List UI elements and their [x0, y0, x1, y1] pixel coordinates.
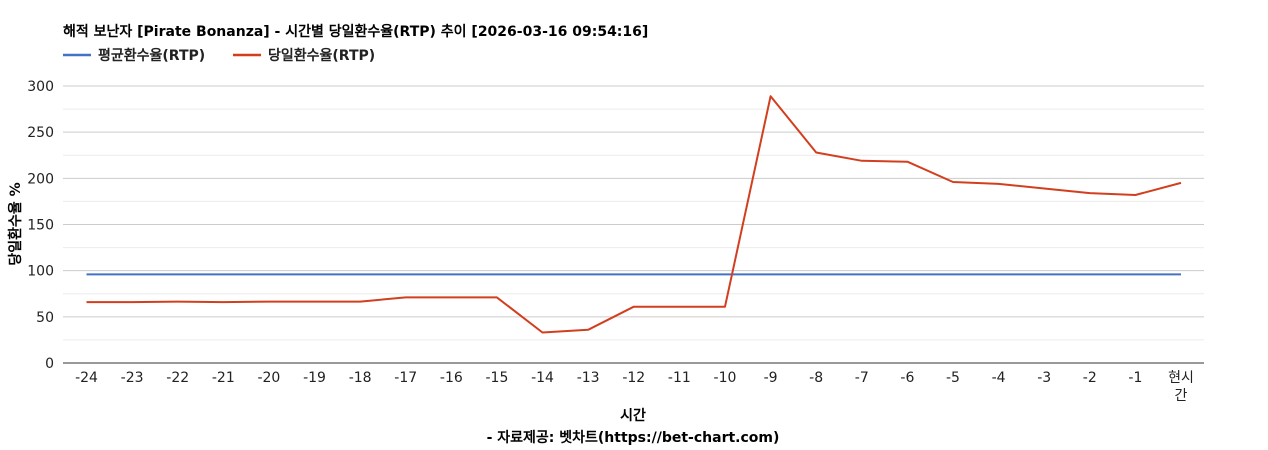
data-point[interactable] — [540, 330, 546, 336]
x-tick-label: -16 — [440, 370, 463, 386]
legend: 평균환수율(RTP) 당일환수율(RTP) — [63, 47, 375, 64]
data-point[interactable] — [129, 271, 135, 277]
x-tick-label: -6 — [900, 370, 914, 386]
series-average — [84, 271, 1184, 277]
x-tick-label: 현시 간 — [1168, 370, 1194, 404]
data-point[interactable] — [1087, 271, 1093, 277]
data-point[interactable] — [585, 327, 591, 333]
data-point[interactable] — [494, 271, 500, 277]
x-tick-label: -10 — [714, 370, 737, 386]
data-point[interactable] — [1132, 192, 1138, 198]
data-credit: - 자료제공: 벳차트(https://bet-chart.com) — [487, 429, 780, 446]
y-axis-title: 당일환수율 % — [7, 182, 24, 265]
data-point[interactable] — [129, 299, 135, 305]
x-tick-label: -14 — [531, 370, 554, 386]
data-point[interactable] — [676, 271, 682, 277]
data-point[interactable] — [266, 299, 272, 305]
data-point[interactable] — [950, 271, 956, 277]
data-point[interactable] — [403, 294, 409, 300]
data-point[interactable] — [312, 271, 318, 277]
x-tick-label: -2 — [1083, 370, 1097, 386]
legend-item-daily[interactable]: 당일환수율(RTP) — [233, 47, 375, 64]
data-point[interactable] — [859, 158, 865, 164]
data-point[interactable] — [768, 93, 774, 99]
data-point[interactable] — [494, 294, 500, 300]
data-point[interactable] — [448, 294, 454, 300]
data-point[interactable] — [996, 181, 1002, 187]
legend-label-daily: 당일환수율(RTP) — [268, 47, 375, 64]
data-point[interactable] — [84, 271, 90, 277]
y-tick-label: 150 — [27, 218, 54, 234]
data-point[interactable] — [631, 271, 637, 277]
x-tick-label: -1 — [1128, 370, 1142, 386]
data-point[interactable] — [312, 299, 318, 305]
data-point[interactable] — [813, 271, 819, 277]
x-tick-label: -17 — [394, 370, 417, 386]
data-point[interactable] — [1041, 271, 1047, 277]
data-point[interactable] — [1178, 271, 1184, 277]
data-point[interactable] — [768, 271, 774, 277]
data-point[interactable] — [266, 271, 272, 277]
x-tick-label: -12 — [622, 370, 645, 386]
data-point[interactable] — [540, 271, 546, 277]
data-point[interactable] — [904, 159, 910, 165]
data-point[interactable] — [631, 304, 637, 310]
data-point[interactable] — [676, 304, 682, 310]
series-lines — [84, 93, 1184, 336]
x-tick-label: -13 — [577, 370, 600, 386]
y-tick-label: 300 — [27, 79, 54, 95]
data-point[interactable] — [448, 271, 454, 277]
y-tick-label: 0 — [45, 356, 54, 372]
x-tick-label: -4 — [992, 370, 1006, 386]
data-point[interactable] — [84, 299, 90, 305]
series-line[interactable] — [86, 95, 1182, 334]
x-tick-label: -5 — [946, 370, 960, 386]
x-axis-title: 시간 — [620, 407, 646, 424]
chart-title: 해적 보난자 [Pirate Bonanza] - 시간별 당일환수율(RTP)… — [63, 23, 648, 40]
data-point[interactable] — [859, 271, 865, 277]
y-axis-ticks: 0 50 100 150 200 250 300 — [27, 79, 54, 372]
legend-item-average[interactable]: 평균환수율(RTP) — [63, 47, 205, 64]
x-tick-label: -3 — [1037, 370, 1051, 386]
legend-label-average: 평균환수율(RTP) — [98, 47, 205, 64]
x-axis-ticks: -24 -23 -22 -21 -20 -19 -18 -17 -16 -15 -14 -13 -12 -… — [75, 370, 1194, 404]
data-point[interactable] — [220, 271, 226, 277]
y-tick-label: 50 — [36, 310, 54, 326]
x-tick-label: -19 — [303, 370, 326, 386]
data-point[interactable] — [1178, 180, 1184, 186]
y-tick-label: 250 — [27, 125, 54, 141]
series-daily — [84, 93, 1184, 336]
x-tick-label: -8 — [809, 370, 823, 386]
x-tick-label: -20 — [257, 370, 280, 386]
data-point[interactable] — [1041, 185, 1047, 191]
data-point[interactable] — [722, 271, 728, 277]
data-point[interactable] — [175, 299, 181, 305]
data-point[interactable] — [357, 271, 363, 277]
data-point[interactable] — [357, 299, 363, 305]
data-point[interactable] — [813, 149, 819, 155]
y-tick-label: 100 — [27, 264, 54, 280]
data-point[interactable] — [904, 271, 910, 277]
data-point[interactable] — [722, 304, 728, 310]
x-tick-label: -11 — [668, 370, 691, 386]
x-tick-label: -23 — [121, 370, 144, 386]
x-tick-label: -18 — [349, 370, 372, 386]
data-point[interactable] — [1132, 271, 1138, 277]
x-tick-label: -7 — [855, 370, 869, 386]
x-tick-label: -21 — [212, 370, 235, 386]
data-point[interactable] — [996, 271, 1002, 277]
x-tick-label: -24 — [75, 370, 98, 386]
x-tick-label: -22 — [166, 370, 189, 386]
data-point[interactable] — [403, 271, 409, 277]
y-tick-label: 200 — [27, 171, 54, 187]
x-tick-label: -9 — [764, 370, 778, 386]
data-point[interactable] — [585, 271, 591, 277]
data-point[interactable] — [950, 179, 956, 185]
data-point[interactable] — [220, 299, 226, 305]
x-tick-label: -15 — [486, 370, 509, 386]
data-point[interactable] — [1087, 190, 1093, 196]
data-point[interactable] — [175, 271, 181, 277]
gridlines — [63, 85, 1204, 341]
